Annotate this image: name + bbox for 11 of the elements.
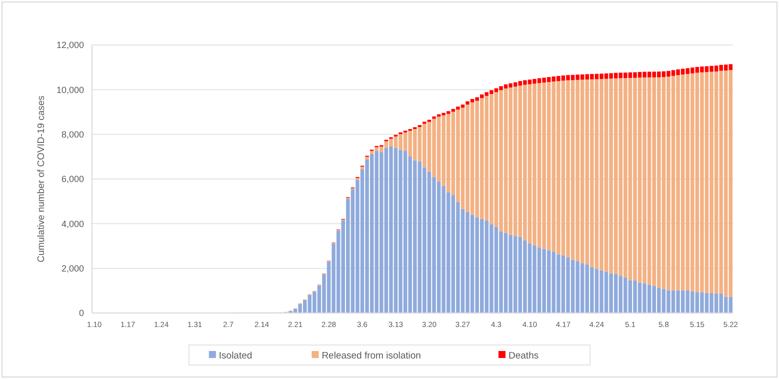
y-tick-label: 8,000 [61, 129, 84, 140]
y-tick-label: 12,000 [56, 40, 84, 50]
legend-label: Isolated [218, 350, 252, 362]
legend-label: Deaths [508, 350, 539, 362]
y-axis-title: Cumulative number of COVID-19 cases [36, 95, 47, 262]
legend-label: Released from isolation [322, 350, 421, 362]
y-tick-label: 4,000 [61, 218, 84, 229]
y-tick-label: 2,000 [61, 263, 84, 274]
y-tick-label: 6,000 [61, 174, 84, 184]
y-tick-label: 10,000 [56, 84, 84, 95]
y-tick-label: 0 [78, 308, 84, 318]
